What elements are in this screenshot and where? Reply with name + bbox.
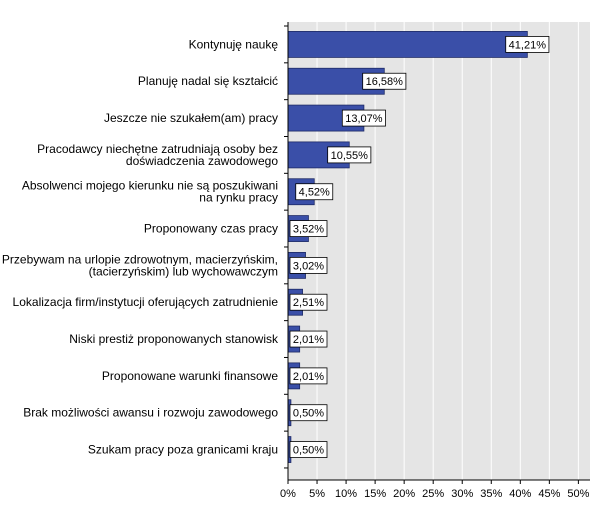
data-label: 4,52% bbox=[299, 187, 330, 199]
data-label-box bbox=[327, 146, 372, 164]
category-label: Przebywam na urlopie zdrowotnym, macierz… bbox=[2, 252, 278, 266]
category-label: (tacierzyńskim) lub wychowawczym bbox=[89, 264, 278, 278]
data-label-box bbox=[295, 183, 334, 201]
category-label: Proponowany czas pracy bbox=[144, 222, 278, 236]
data-label-box bbox=[289, 367, 328, 385]
axes bbox=[284, 22, 590, 484]
category-label: na rynku pracy bbox=[199, 191, 278, 205]
category-label: Proponowane warunki finansowe bbox=[102, 369, 278, 383]
data-label: 41,21% bbox=[509, 39, 547, 51]
tick-labels: 0% 5% 10% 15% 20% 25% 30% 35% 40% 45% 50% bbox=[280, 488, 590, 500]
data-label: 2,51% bbox=[293, 297, 324, 309]
data-label: 13,07% bbox=[345, 113, 383, 125]
data-label: 3,02% bbox=[293, 260, 324, 272]
data-label-box bbox=[289, 220, 328, 237]
x-tick-label: 15% bbox=[364, 488, 386, 500]
category-label: Pracodawcy niechętne zatrudniają osoby b… bbox=[37, 142, 278, 156]
data-label: 0,50% bbox=[293, 408, 324, 420]
x-tick-label: 0% bbox=[280, 488, 296, 500]
x-tick-label: 35% bbox=[480, 488, 502, 500]
x-tick-label: 30% bbox=[451, 488, 473, 500]
category-label: Niski prestiż proponowanych stanowisk bbox=[69, 332, 279, 346]
data-label: 10,55% bbox=[331, 150, 369, 162]
data-label-box bbox=[289, 441, 328, 458]
category-label: Absolwenci mojego kierunku nie są poszuk… bbox=[22, 179, 278, 193]
data-label-box bbox=[362, 72, 407, 90]
category-label: Brak możliwości awansu i rozwoju zawodow… bbox=[23, 406, 278, 420]
x-tick-label: 45% bbox=[538, 488, 560, 500]
x-tick-label: 20% bbox=[393, 488, 415, 500]
category-label: Lokalizacja firm/instytucji oferujących … bbox=[13, 295, 279, 309]
data-labels: 41,21% 16,58% 13,07% 10,55% 4,52% 3,52% 3,02% 2… bbox=[289, 36, 550, 458]
category-label: doświadczenia zawodowego bbox=[126, 154, 278, 168]
x-tick-label: 40% bbox=[509, 488, 531, 500]
category-label: Szukam pracy poza granicami kraju bbox=[88, 443, 278, 457]
data-label-box bbox=[289, 330, 328, 348]
category-label: Jeszcze nie szukałem(am) pracy bbox=[104, 111, 278, 125]
data-label-box bbox=[289, 404, 328, 422]
grid-lines bbox=[316, 22, 579, 480]
category-label: Kontynuję naukę bbox=[189, 37, 279, 51]
category-label: Planuję nadal się kształcić bbox=[138, 74, 278, 88]
data-label-box bbox=[289, 256, 328, 274]
x-tick-label: 10% bbox=[335, 488, 357, 500]
plot-background bbox=[288, 22, 590, 480]
x-tick-label: 5% bbox=[309, 488, 325, 500]
x-tick-label: 50% bbox=[567, 488, 589, 500]
data-label: 2,01% bbox=[293, 371, 324, 383]
data-label-box bbox=[505, 36, 550, 53]
category-labels: Kontynuję naukę Planuję nadal się kształc… bbox=[2, 37, 279, 456]
data-label: 2,01% bbox=[293, 334, 324, 346]
x-tick-label: 25% bbox=[422, 488, 444, 500]
data-label-box bbox=[289, 293, 328, 311]
data-label-box bbox=[341, 109, 386, 127]
bar bbox=[287, 31, 528, 58]
data-label: 3,52% bbox=[293, 224, 324, 236]
data-label: 16,58% bbox=[366, 76, 404, 88]
data-label: 0,50% bbox=[293, 445, 324, 457]
